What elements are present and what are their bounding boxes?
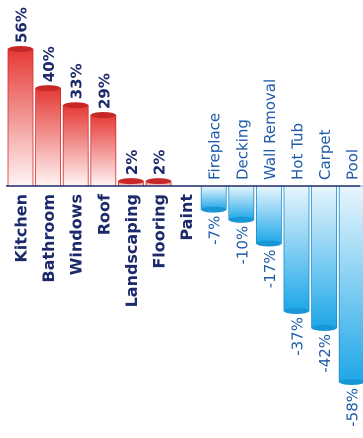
value-label-wall-removal: -17%: [261, 249, 279, 288]
category-label-fireplace: Fireplace: [206, 113, 224, 180]
value-label-hot-tub: -37%: [289, 317, 307, 356]
bar-cap-pool: [339, 379, 363, 385]
value-label-fireplace: -7%: [206, 216, 224, 245]
value-label-bathroom: 40%: [40, 46, 58, 82]
bar-carpet: [311, 185, 338, 329]
category-label-decking: Decking: [233, 119, 251, 180]
value-label-kitchen: 56%: [13, 7, 31, 43]
bar-cap-kitchen: [8, 46, 33, 52]
bar-windows: [62, 104, 89, 187]
bar-cap-hot-tub: [284, 308, 309, 315]
value-label-flooring: 2%: [151, 150, 169, 175]
category-label-paint: Paint: [177, 194, 196, 241]
category-label-roof: Roof: [94, 193, 113, 235]
bar-cap-windows: [63, 102, 89, 109]
value-label-pool: -58%: [344, 388, 362, 427]
bar-cap-flooring: [146, 178, 171, 185]
category-label-flooring: Flooring: [150, 194, 169, 269]
bar-hot-tub: [283, 185, 310, 312]
bar-cap-wall-removal: [256, 240, 282, 247]
bar-roof: [90, 114, 117, 187]
category-label-bathroom: Bathroom: [39, 194, 58, 283]
category-label-landscaping: Landscaping: [122, 194, 141, 307]
bar-cap-carpet: [311, 324, 337, 331]
category-label-kitchen: Kitchen: [12, 194, 31, 263]
value-label-decking: -10%: [233, 226, 251, 265]
category-label-hot-tub: Hot Tub: [289, 123, 307, 180]
labels-group: Kitchen 56% Bathroom 40% Windows 33% Roof 29% La…: [12, 7, 362, 427]
category-label-carpet: Carpet: [316, 129, 334, 180]
bar-cap-roof: [90, 112, 116, 119]
value-label-roof: 29%: [95, 73, 113, 109]
bar-cap-landscaping: [118, 178, 144, 185]
bar-wall-removal: [255, 185, 282, 244]
category-label-wall-removal: Wall Removal: [261, 79, 279, 180]
value-label-landscaping: 2%: [123, 150, 141, 175]
bar-pool: [338, 185, 363, 383]
bar-bathroom: [35, 87, 61, 187]
value-label-windows: 33%: [68, 63, 86, 99]
category-label-windows: Windows: [67, 194, 86, 275]
bar-fireplace: [200, 185, 227, 211]
value-label-carpet: -42%: [316, 334, 334, 373]
bar-decking: [228, 185, 255, 221]
bar-cap-fireplace: [201, 206, 227, 213]
category-label-pool: Pool: [344, 149, 362, 180]
bar-cap-bathroom: [35, 85, 61, 92]
bars-group: [7, 46, 363, 385]
bar-cap-decking: [228, 216, 254, 223]
bar-kitchen: [7, 48, 34, 187]
